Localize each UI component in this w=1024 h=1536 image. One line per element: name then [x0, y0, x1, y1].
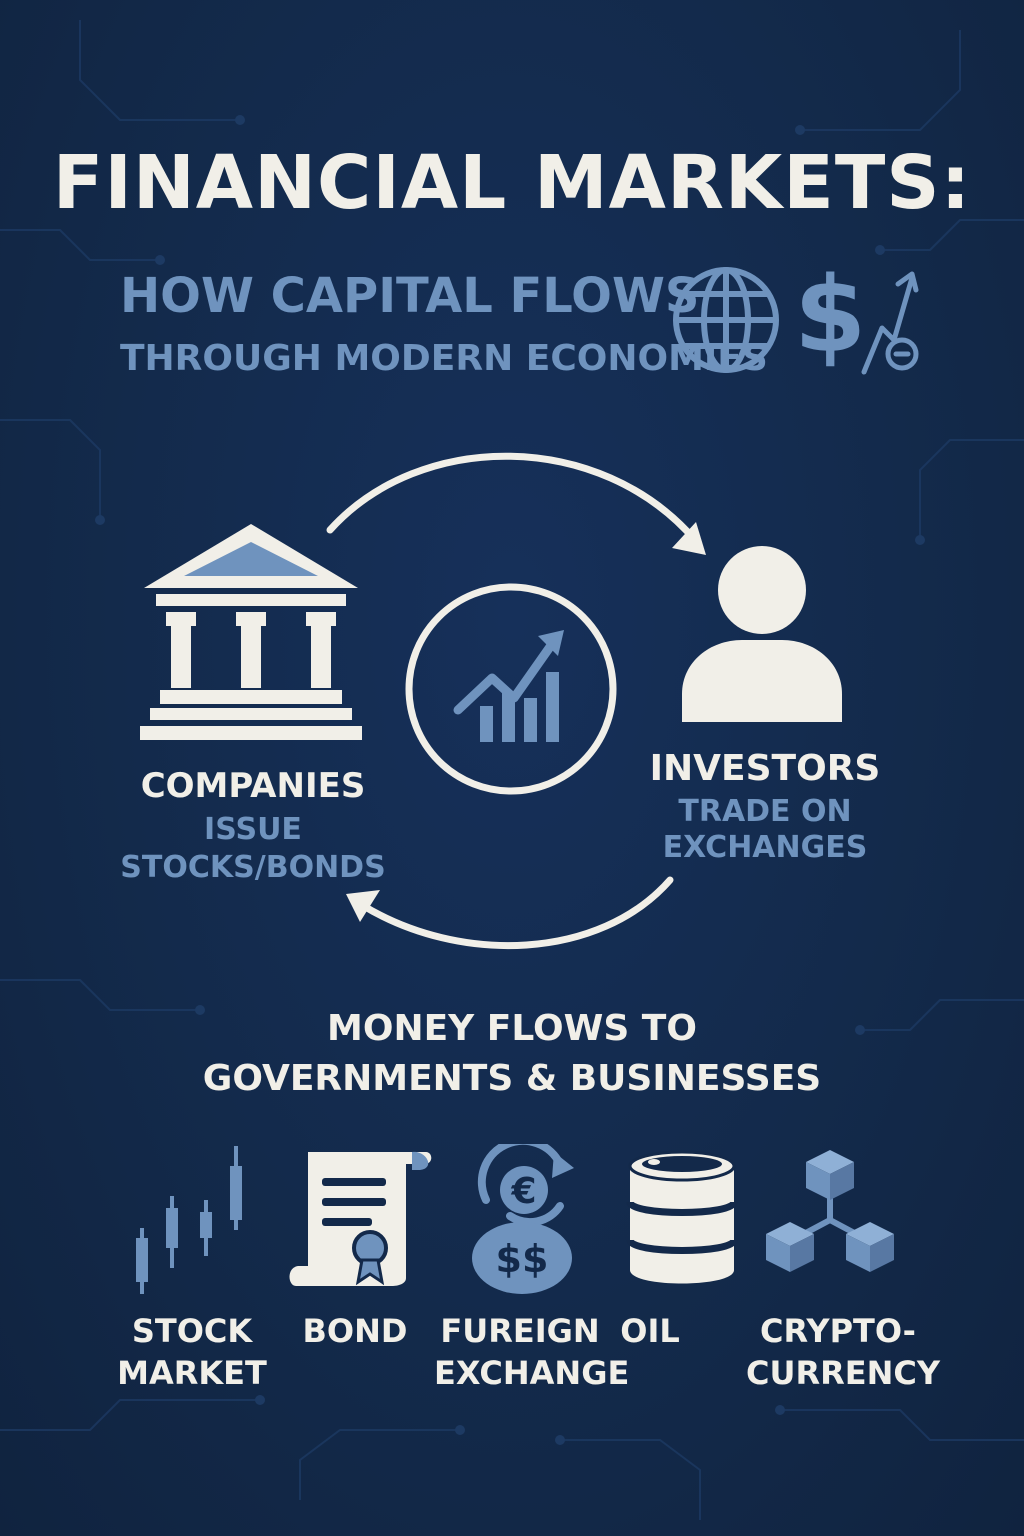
investors-title: INVESTORS [649, 748, 881, 789]
bond-certificate-icon [289, 1151, 432, 1286]
svg-text:€: € [510, 1171, 536, 1212]
companies-title: COMPANIES [140, 766, 366, 806]
investors-desc-line-1: TRADE ON [678, 794, 852, 829]
market-label-oil: OIL [620, 1312, 680, 1350]
currency-exchange-icon: € $$ [472, 1144, 574, 1294]
growth-chart-icon [405, 583, 617, 795]
market-label-stock-line-1: STOCK [131, 1312, 253, 1350]
companies-desc-line-1: ISSUE [204, 812, 302, 847]
candlestick-icon [136, 1146, 242, 1294]
globe-icon [673, 267, 779, 373]
svg-text:$$: $$ [496, 1237, 549, 1281]
crypto-blocks-icon [766, 1150, 894, 1272]
arrow-companies-to-investors [326, 452, 699, 544]
subtitle-line-1: HOW CAPITAL FLOWS [120, 268, 700, 324]
market-label-fx-line-1: FUREIGN [440, 1312, 600, 1350]
growth-coin-icon [861, 271, 919, 375]
money-flow-line-1: MONEY FLOWS TO [327, 1008, 697, 1049]
market-label-bond: BOND [302, 1312, 408, 1350]
market-label-crypto-line-2: CURRENCY [746, 1354, 941, 1392]
dollar-sign-icon: $ [794, 254, 867, 376]
market-label-fx-line-2: EXCHANGE [434, 1354, 630, 1392]
arrow-investors-to-companies [358, 876, 674, 950]
page-title: FINANCIAL MARKETS: [52, 140, 972, 226]
investors-desc-line-2: EXCHANGES [662, 830, 868, 865]
money-flow-line-2: GOVERNMENTS & BUSINESSES [202, 1058, 822, 1099]
companies-desc-line-2: STOCKS/BONDS [120, 850, 386, 885]
oil-barrel-icon [626, 1150, 738, 1284]
bank-building-icon [140, 524, 362, 740]
market-label-stock-line-2: MARKET [117, 1354, 267, 1392]
person-icon [682, 546, 842, 722]
subtitle-line-2: THROUGH MODERN ECONOMIES [120, 338, 768, 379]
market-label-crypto-line-1: CRYPTO- [760, 1312, 916, 1350]
